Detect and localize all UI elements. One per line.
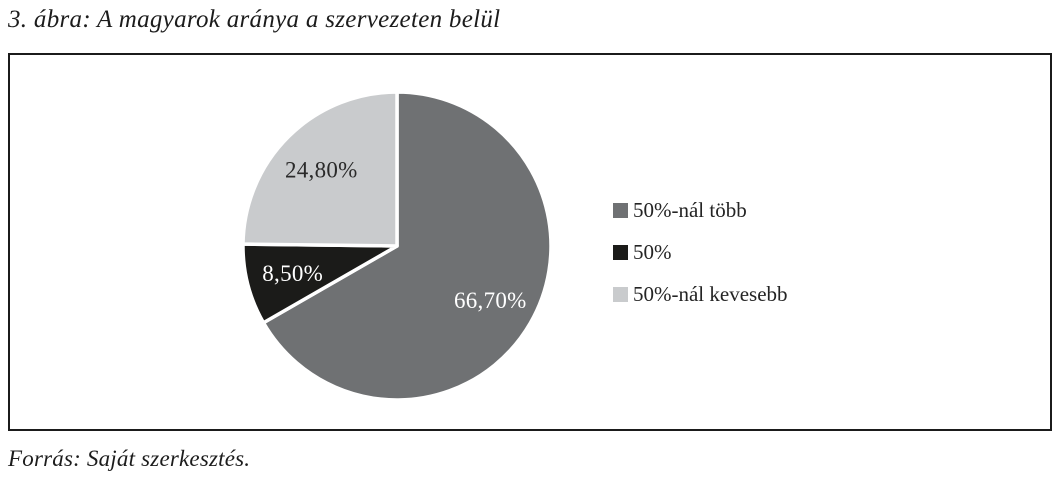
legend-item-more-than-50: 50%-nál több [613, 198, 788, 222]
legend-swatch-exactly-50 [613, 245, 628, 260]
chart-legend: 50%-nál több 50% 50%-nál kevesebb [613, 198, 788, 306]
pie-slice-3 [241, 90, 399, 248]
legend-item-less-than-50: 50%-nál kevesebb [613, 282, 788, 306]
pie-slice-1 [261, 90, 553, 402]
chart-frame: 66,70% 8,50% 24,80% 50%-nál több 50% 50%-n… [8, 53, 1052, 431]
legend-label: 50%-nál több [633, 198, 747, 222]
pie-slice-label-1: 66,70% [454, 288, 527, 313]
legend-item-exactly-50: 50% [613, 240, 788, 264]
source-note: Forrás: Saját szerkesztés. [8, 446, 251, 471]
legend-label: 50%-nál kevesebb [633, 282, 788, 306]
legend-swatch-more-than-50 [613, 203, 628, 218]
legend-label: 50% [633, 240, 672, 264]
pie-slice-label-3: 24,80% [285, 157, 358, 182]
legend-swatch-less-than-50 [613, 287, 628, 302]
pie-chart: 66,70% 8,50% 24,80% [241, 90, 553, 402]
figure-title: 3. ábra: A magyarok aránya a szervezeten… [8, 6, 501, 33]
pie-slice-label-2: 8,50% [262, 261, 323, 286]
